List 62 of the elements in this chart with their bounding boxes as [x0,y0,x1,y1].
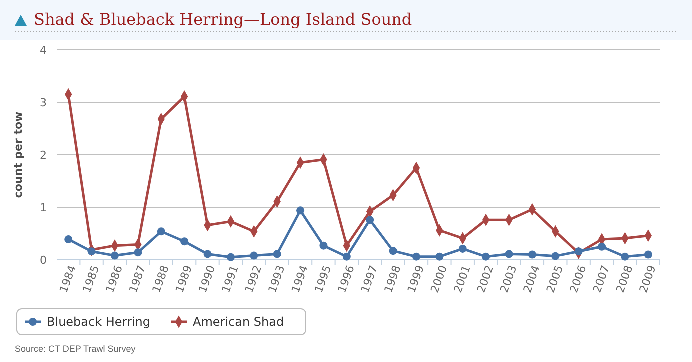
x-tick-label: 1989 [173,264,195,295]
chart-title: Shad & Blueback Herring—Long Island Sound [34,10,412,29]
x-tick-label: 1992 [242,264,265,295]
point [226,253,235,262]
point [482,252,490,261]
x-tick-label: 1994 [289,264,311,295]
point [552,252,560,260]
point [505,250,514,258]
point [528,250,536,259]
x-tick-label: 1998 [382,264,404,295]
x-tick-label: 1991 [220,264,242,295]
point [204,250,212,258]
x-tick-label: 2002 [474,264,496,295]
point [574,248,583,256]
point [621,252,630,261]
point [342,252,351,261]
x-tick-label: 1985 [80,264,102,295]
point [412,252,420,261]
x-tick-label: 1995 [312,264,334,295]
point [157,228,166,236]
x-tick-label: 1988 [150,264,172,295]
point [110,252,119,260]
y-tick-label: 2 [40,148,47,162]
y-tick-label: 1 [40,201,47,214]
x-tick-label: 2009 [637,264,659,295]
x-tick-label: 1984 [57,264,80,295]
x-tick-label: 1997 [358,264,381,295]
y-tick-label: 4 [40,44,47,57]
x-tick-label: 2003 [498,264,520,295]
x-tick-label: 1999 [405,264,427,295]
point [250,252,258,260]
point [273,250,282,258]
x-tick-label: 2007 [590,264,612,295]
point [320,242,328,250]
x-tick-label: 1987 [126,264,149,295]
point [134,248,142,257]
y-tick-label: 3 [40,96,47,110]
legend-label: Blueback Herring [47,315,151,330]
x-tick-label: 1996 [336,264,358,295]
legend-label: American Shad [193,315,284,330]
y-axis-title: count per tow [12,112,25,198]
point [389,247,398,256]
x-tick-label: 2006 [567,264,590,295]
x-tick-label: 2001 [452,264,474,295]
y-tick-label: 0 [40,254,47,267]
x-tick-label: 1993 [266,264,288,295]
x-tick-label: 2005 [544,264,566,295]
point [296,206,305,215]
point [436,252,444,261]
point [598,242,606,251]
source-note: Source: CT DEP Trawl Survey [15,344,136,354]
x-tick-label: 2004 [521,264,543,295]
point [366,216,374,224]
point [64,236,73,244]
point [88,248,96,256]
point [644,250,652,259]
point [458,244,467,253]
x-tick-label: 1986 [104,264,126,295]
point [180,238,189,246]
x-tick-label: 1990 [196,264,218,295]
x-tick-label: 2008 [614,264,636,295]
x-tick-label: 2000 [428,264,450,295]
